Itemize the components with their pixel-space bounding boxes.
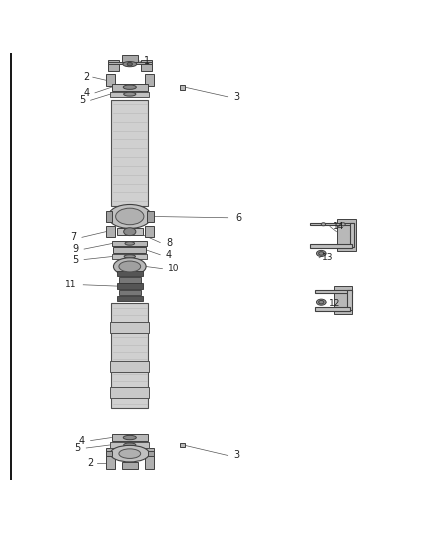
Bar — [112, 434, 148, 441]
Bar — [117, 296, 143, 301]
Text: 5: 5 — [79, 95, 85, 105]
Ellipse shape — [123, 85, 136, 90]
Bar — [108, 61, 152, 64]
Bar — [148, 451, 154, 456]
Bar — [106, 226, 115, 237]
Bar — [110, 322, 149, 333]
Bar — [110, 442, 149, 448]
Bar — [350, 223, 354, 247]
Bar — [334, 286, 352, 314]
Ellipse shape — [124, 228, 136, 236]
Text: 2: 2 — [88, 458, 94, 468]
Text: 7: 7 — [70, 232, 76, 243]
Ellipse shape — [124, 92, 136, 96]
Bar — [110, 361, 149, 372]
Bar — [180, 443, 185, 447]
Bar — [122, 462, 138, 469]
Bar — [122, 55, 138, 61]
Bar — [106, 456, 115, 469]
Text: 11: 11 — [65, 280, 77, 289]
Text: 6: 6 — [236, 213, 242, 223]
Ellipse shape — [127, 62, 132, 66]
Ellipse shape — [319, 252, 324, 255]
Bar — [113, 241, 147, 246]
Bar — [180, 85, 185, 90]
Text: 4: 4 — [83, 88, 89, 98]
Bar — [141, 60, 152, 71]
Bar — [311, 223, 354, 225]
Bar — [145, 226, 154, 237]
Bar — [145, 456, 154, 469]
Bar — [147, 211, 154, 222]
Ellipse shape — [113, 258, 146, 275]
Ellipse shape — [124, 255, 135, 258]
Ellipse shape — [124, 443, 136, 447]
Text: 4: 4 — [166, 250, 172, 260]
Ellipse shape — [116, 208, 144, 225]
Ellipse shape — [123, 435, 136, 440]
Bar — [110, 92, 149, 97]
Text: 5: 5 — [74, 443, 81, 453]
Text: 8: 8 — [166, 238, 172, 247]
Ellipse shape — [119, 261, 141, 272]
Bar — [145, 74, 154, 86]
Bar — [106, 451, 112, 456]
Bar — [10, 53, 12, 480]
Text: 14: 14 — [333, 222, 344, 231]
Ellipse shape — [110, 446, 149, 462]
Bar — [336, 219, 356, 251]
Text: 10: 10 — [168, 264, 179, 273]
Bar — [119, 290, 141, 295]
Text: 5: 5 — [72, 255, 78, 264]
Text: 2: 2 — [83, 72, 89, 82]
Bar — [113, 254, 147, 259]
Text: 9: 9 — [72, 244, 78, 254]
Bar — [110, 387, 149, 398]
Bar — [117, 228, 143, 235]
Bar — [145, 448, 154, 459]
Bar — [311, 244, 352, 248]
Bar — [111, 100, 148, 206]
Ellipse shape — [321, 223, 325, 226]
Bar — [347, 290, 352, 310]
Bar — [111, 303, 148, 408]
Bar — [117, 284, 143, 289]
Bar — [106, 448, 115, 459]
Bar — [106, 211, 113, 222]
Bar — [108, 60, 119, 71]
Ellipse shape — [123, 61, 137, 67]
Text: 3: 3 — [233, 450, 240, 461]
Bar — [119, 277, 141, 282]
Bar — [113, 247, 146, 253]
Bar — [315, 307, 350, 311]
Ellipse shape — [119, 449, 141, 458]
Text: 13: 13 — [322, 253, 334, 262]
Ellipse shape — [319, 301, 324, 304]
Bar — [106, 74, 115, 86]
Ellipse shape — [317, 251, 326, 256]
Text: 1: 1 — [144, 56, 150, 66]
Ellipse shape — [108, 205, 152, 229]
Ellipse shape — [317, 299, 326, 305]
Ellipse shape — [125, 241, 134, 245]
Bar — [117, 271, 143, 276]
Text: 12: 12 — [328, 299, 340, 308]
Ellipse shape — [341, 223, 345, 226]
Bar — [112, 84, 148, 91]
Bar — [315, 290, 352, 293]
Text: 4: 4 — [79, 435, 85, 446]
Text: 3: 3 — [233, 92, 240, 102]
